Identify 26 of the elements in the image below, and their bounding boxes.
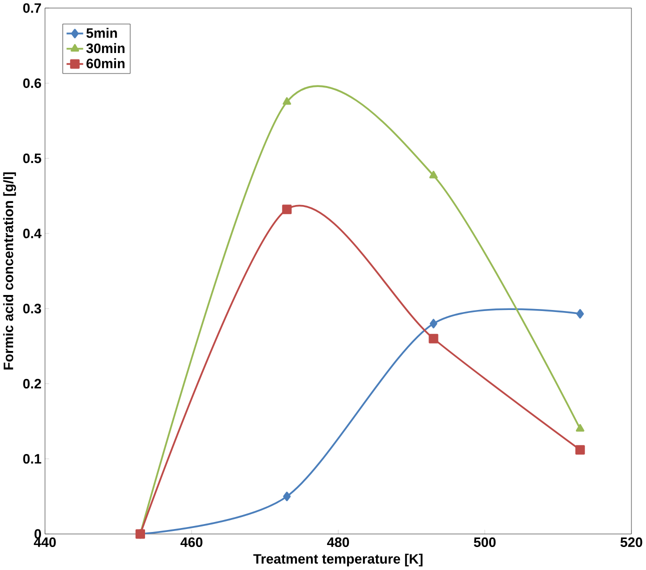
- point: [576, 424, 584, 432]
- y-tick-label: 0.2: [23, 379, 42, 389]
- y-tick-label: 0.3: [23, 304, 42, 314]
- y-tick-label: 0.7: [23, 3, 41, 14]
- y-tick-label: 0.6: [23, 78, 42, 88]
- x-tick-label: 500: [474, 538, 496, 548]
- legend-label: 5min: [86, 28, 117, 38]
- legend-label: 60min: [86, 58, 124, 68]
- y-tick-label: 0.1: [23, 454, 42, 464]
- point: [429, 171, 438, 179]
- x-tick-label: 440: [34, 538, 56, 548]
- x-tick-label: 480: [327, 538, 349, 548]
- point: [575, 445, 585, 455]
- point: [428, 334, 438, 344]
- legend-label: 30min: [86, 43, 124, 54]
- point: [282, 97, 292, 105]
- point: [576, 309, 584, 319]
- point: [283, 492, 291, 502]
- y-axis-title: Formic acid concentration [g/l]: [3, 172, 16, 370]
- x-tick-label: 460: [180, 538, 202, 548]
- y-tick-label: 0.5: [23, 154, 42, 164]
- point: [430, 319, 438, 329]
- point: [282, 204, 292, 214]
- x-tick-label: 520: [620, 538, 642, 548]
- x-axis-title: Treatment temperature [K]: [253, 554, 422, 567]
- y-tick-label: 0.4: [23, 228, 42, 238]
